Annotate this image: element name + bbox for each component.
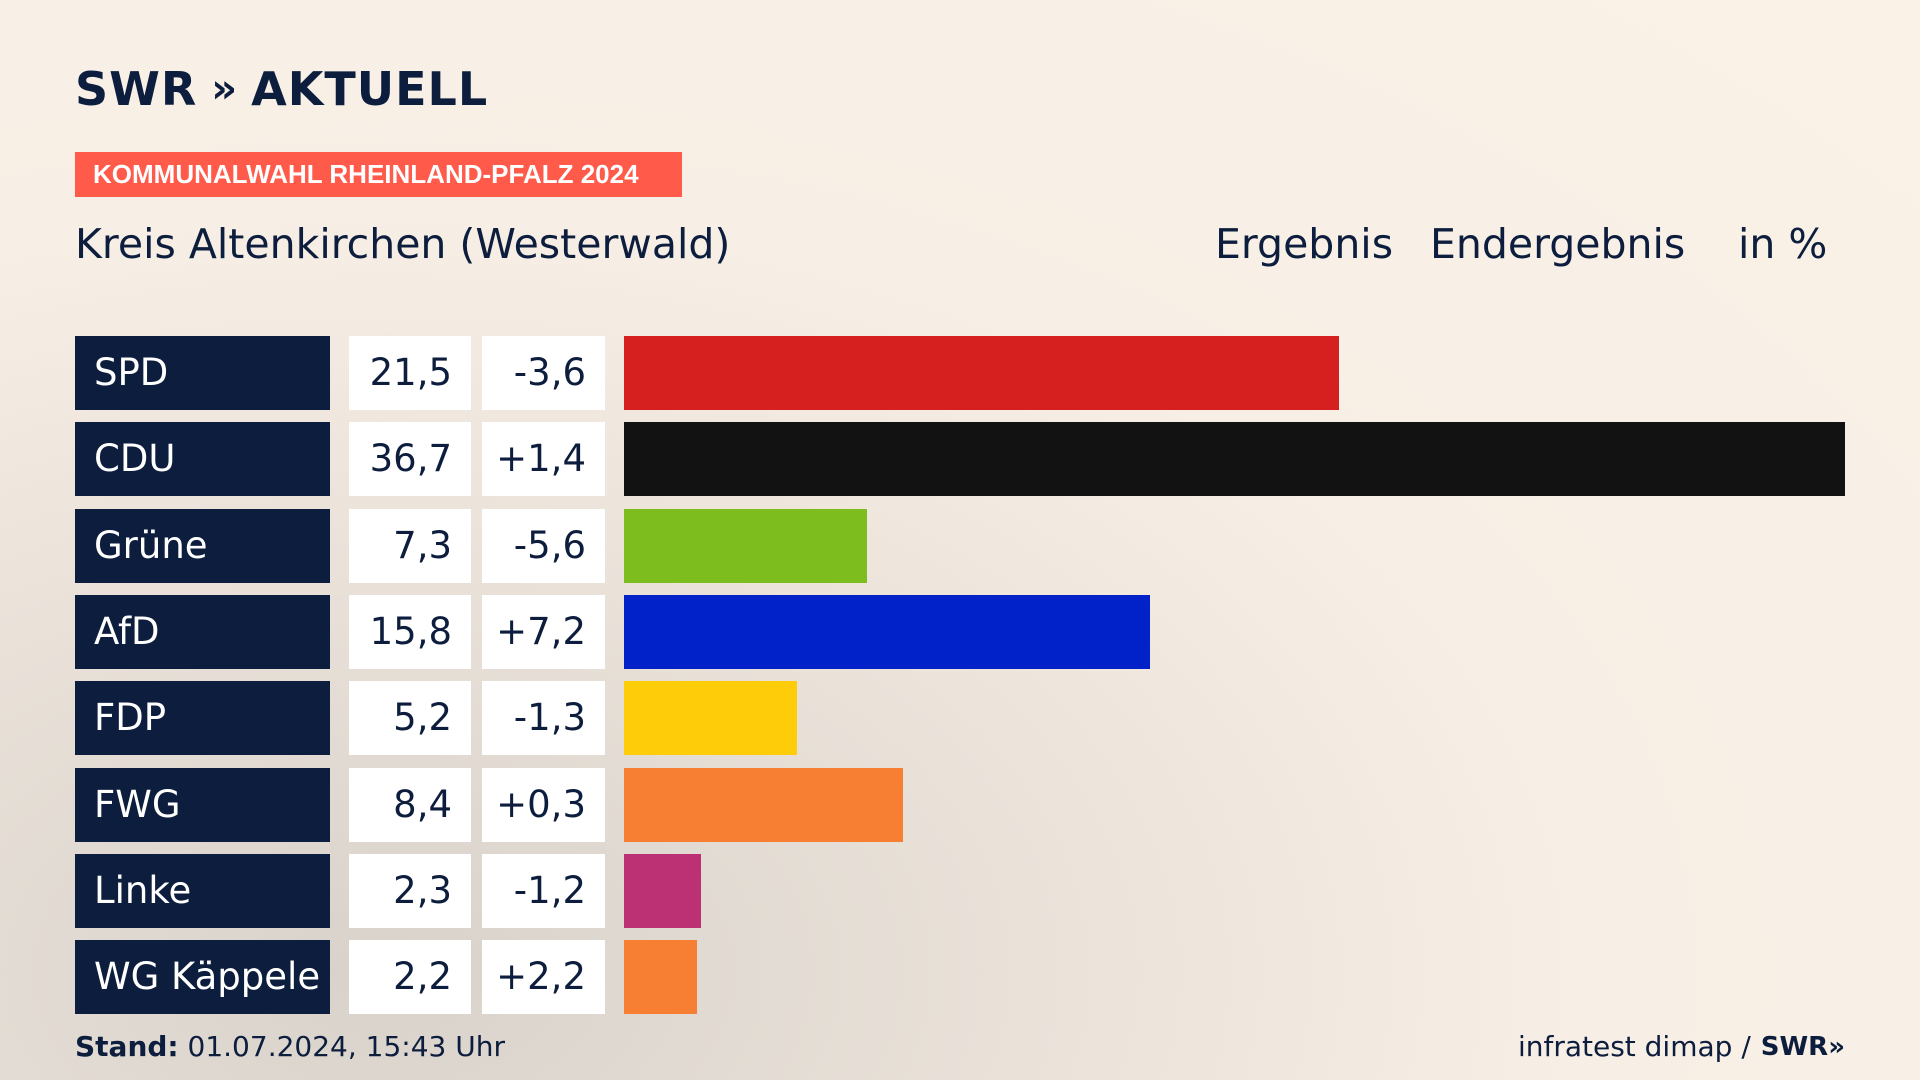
- logo-swr: SWR: [75, 62, 198, 116]
- result-bar: [624, 854, 701, 928]
- result-row: FDP 5,2 -1,3: [75, 681, 1845, 755]
- source-text: infratest dimap /: [1517, 1030, 1751, 1063]
- result-row: FWG 8,4 +0,3: [75, 768, 1845, 842]
- party-label: FWG: [75, 768, 330, 842]
- source-brand: SWR»: [1760, 1031, 1845, 1062]
- result-value: 15,8: [349, 595, 471, 669]
- party-label: Linke: [75, 854, 330, 928]
- result-bar: [624, 422, 1845, 496]
- stand-label: Stand:: [75, 1030, 179, 1063]
- result-row: SPD 21,5 -3,6: [75, 336, 1845, 410]
- logo-aktuell: AKTUELL: [251, 62, 489, 116]
- timestamp: Stand: 01.07.2024, 15:43 Uhr: [75, 1030, 505, 1063]
- result-diff: -5,6: [482, 509, 605, 583]
- header-unit: in %: [1738, 220, 1828, 268]
- result-value: 36,7: [349, 422, 471, 496]
- result-bar: [624, 940, 697, 1014]
- result-row: WG Käppele 2,2 +2,2: [75, 940, 1845, 1014]
- result-value: 8,4: [349, 768, 471, 842]
- region-title: Kreis Altenkirchen (Westerwald): [75, 220, 731, 268]
- result-bar: [624, 595, 1150, 669]
- result-diff: +0,3: [482, 768, 605, 842]
- result-bar: [624, 768, 903, 842]
- result-value: 7,3: [349, 509, 471, 583]
- party-label: AfD: [75, 595, 330, 669]
- result-value: 5,2: [349, 681, 471, 755]
- swr-aktuell-logo: SWR » AKTUELL: [75, 62, 488, 116]
- result-value: 2,3: [349, 854, 471, 928]
- result-row: Linke 2,3 -1,2: [75, 854, 1845, 928]
- result-row: AfD 15,8 +7,2: [75, 595, 1845, 669]
- party-label: WG Käppele: [75, 940, 330, 1014]
- party-label: SPD: [75, 336, 330, 410]
- chevron-icon: »: [211, 66, 237, 112]
- party-label: CDU: [75, 422, 330, 496]
- source-credit: infratest dimap / SWR»: [1518, 1030, 1845, 1063]
- election-badge: KOMMUNALWAHL RHEINLAND-PFALZ 2024: [75, 152, 682, 197]
- result-diff: +2,2: [482, 940, 605, 1014]
- result-diff: +1,4: [482, 422, 605, 496]
- party-label: FDP: [75, 681, 330, 755]
- result-value: 2,2: [349, 940, 471, 1014]
- result-diff: +7,2: [482, 595, 605, 669]
- result-value: 21,5: [349, 336, 471, 410]
- result-bar: [624, 509, 867, 583]
- result-row: CDU 36,7 +1,4: [75, 422, 1845, 496]
- result-row: Grüne 7,3 -5,6: [75, 509, 1845, 583]
- result-diff: -1,2: [482, 854, 605, 928]
- header-endergebnis: Endergebnis: [1430, 220, 1686, 268]
- result-diff: -3,6: [482, 336, 605, 410]
- header-ergebnis: Ergebnis: [1215, 220, 1394, 268]
- result-bar: [624, 336, 1339, 410]
- result-bar: [624, 681, 797, 755]
- party-label: Grüne: [75, 509, 330, 583]
- result-diff: -1,3: [482, 681, 605, 755]
- stand-value: 01.07.2024, 15:43 Uhr: [187, 1030, 505, 1063]
- chart-header: Kreis Altenkirchen (Westerwald) Ergebnis…: [75, 220, 1855, 280]
